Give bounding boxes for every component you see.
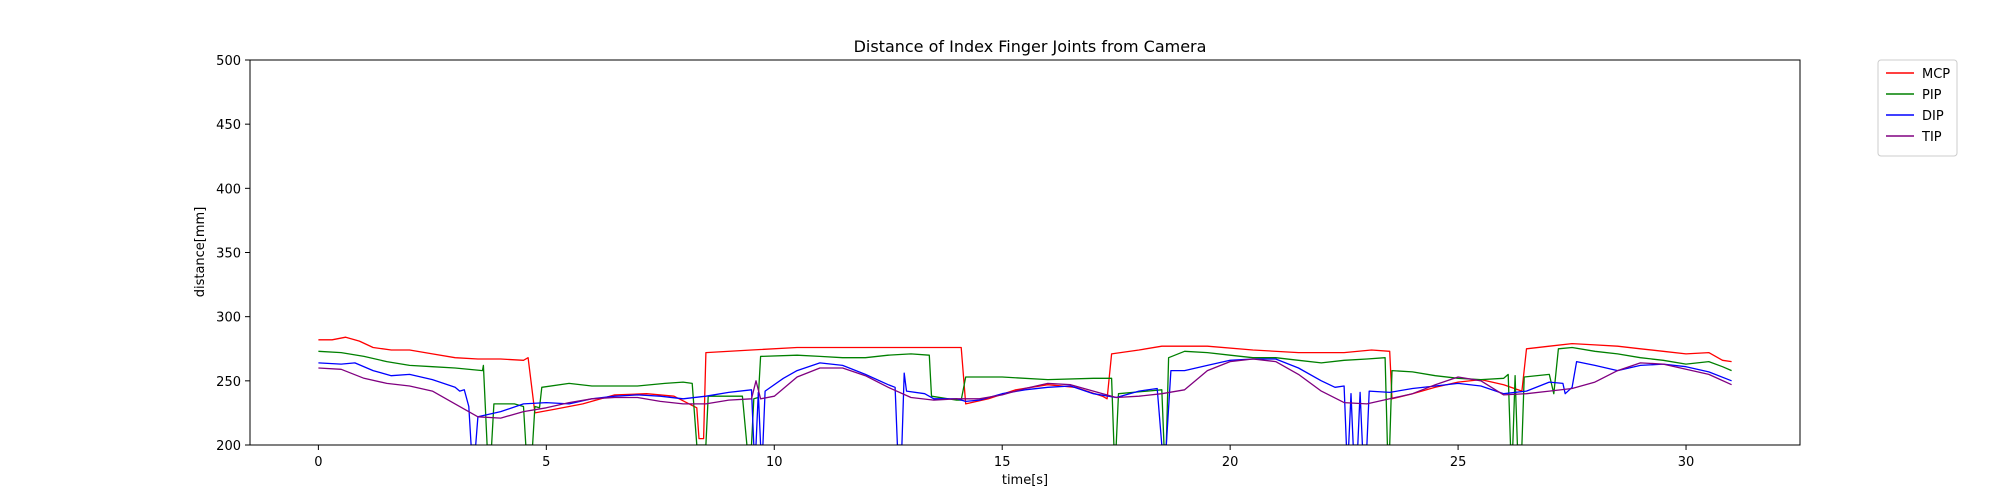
legend: MCP PIP DIP TIP (1877, 59, 1958, 157)
x-tick-label: 0 (314, 455, 322, 470)
series-line-tip (318, 358, 1732, 419)
series-layer (318, 336, 1732, 445)
y-tick-label: 450 (216, 118, 241, 133)
x-tick-label: 10 (766, 455, 783, 470)
x-tick-label: 20 (1222, 455, 1239, 470)
x-axis: 0 5 10 15 20 25 30 (314, 445, 1694, 470)
x-tick-label: 30 (1678, 455, 1695, 470)
y-tick-label: 250 (216, 375, 241, 390)
y-tick-label: 200 (216, 439, 241, 454)
y-tick-label: 500 (216, 54, 241, 69)
x-tick-label: 15 (994, 455, 1011, 470)
chart-title: Distance of Index Finger Joints from Cam… (854, 37, 1207, 56)
y-axis: 200 250 300 350 400 450 500 (216, 54, 250, 454)
legend-box (1877, 59, 1958, 157)
legend-label: MCP (1922, 67, 1950, 82)
legend-label: DIP (1922, 109, 1944, 124)
legend-label: PIP (1922, 88, 1942, 103)
series-line-pip (318, 346, 1732, 445)
x-axis-label: time[s] (1002, 473, 1048, 488)
x-tick-label: 5 (542, 455, 550, 470)
series-line-mcp (318, 336, 1732, 440)
y-tick-label: 400 (216, 182, 241, 197)
x-tick-label: 25 (1450, 455, 1467, 470)
legend-label: TIP (1921, 130, 1942, 145)
y-tick-label: 350 (216, 247, 241, 262)
y-tick-label: 300 (216, 311, 241, 326)
y-axis-label: distance[mm] (193, 207, 208, 298)
